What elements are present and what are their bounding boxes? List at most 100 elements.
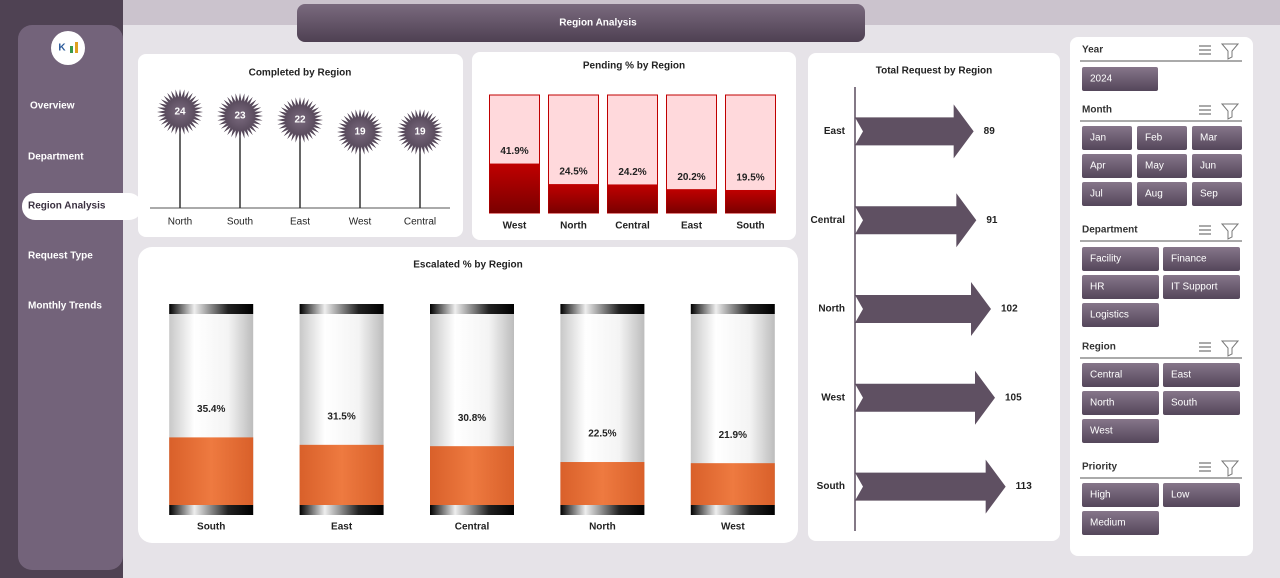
slicer-button-label[interactable]: Mar xyxy=(1200,133,1218,144)
lollipop-head xyxy=(157,89,203,135)
clear-filter-icon[interactable] xyxy=(1220,223,1240,240)
slicer-button[interactable] xyxy=(1082,419,1159,443)
data-label: 91 xyxy=(986,215,998,226)
lollipop-head xyxy=(337,109,383,155)
nav-item[interactable]: Region Analysis xyxy=(28,201,106,212)
slicer-title: Region xyxy=(1082,342,1116,353)
x-tick-label: Central xyxy=(404,217,436,228)
clear-filter-icon[interactable] xyxy=(1220,460,1240,477)
slicer-button[interactable] xyxy=(1163,247,1240,271)
lollipop-head xyxy=(277,97,323,143)
slicer-button-label[interactable]: Low xyxy=(1171,490,1190,501)
slicer-button[interactable] xyxy=(1082,303,1159,327)
x-tick-label: South xyxy=(227,217,253,228)
data-label: 23 xyxy=(234,111,246,122)
slicer-button[interactable] xyxy=(1163,275,1240,299)
logo-bar xyxy=(75,42,78,53)
slicer-button-label[interactable]: Jun xyxy=(1200,161,1216,172)
slicer-button[interactable] xyxy=(1082,247,1159,271)
slicer-button-label[interactable]: Feb xyxy=(1145,133,1163,144)
slicer-button[interactable] xyxy=(1137,182,1187,206)
slicer-button[interactable] xyxy=(1163,363,1240,387)
y-tick-label: Central xyxy=(811,215,846,226)
slicer-button[interactable] xyxy=(1192,126,1242,150)
slicer-button-label[interactable]: IT Support xyxy=(1171,282,1218,293)
bar xyxy=(725,189,776,213)
slicer-button-label[interactable]: May xyxy=(1145,161,1164,172)
slicer-button[interactable] xyxy=(1137,126,1187,150)
slicer-button[interactable] xyxy=(1082,391,1159,415)
clear-filter-icon[interactable] xyxy=(1220,340,1240,357)
slicer-button[interactable] xyxy=(1082,182,1132,206)
slicer-button[interactable] xyxy=(1163,483,1240,507)
logo-mark: K xyxy=(58,43,66,54)
slicer-button[interactable] xyxy=(1163,391,1240,415)
slicer-button[interactable] xyxy=(1082,483,1159,507)
bar xyxy=(548,184,599,213)
x-tick-label: North xyxy=(168,217,192,228)
slicer-button[interactable] xyxy=(1082,363,1159,387)
data-label: 24 xyxy=(174,107,186,118)
nav-item[interactable]: Request Type xyxy=(28,251,93,262)
data-label: 19 xyxy=(414,127,426,138)
slicer-button-label[interactable]: West xyxy=(1090,426,1113,437)
x-tick-label: East xyxy=(290,217,310,228)
slicer-button[interactable] xyxy=(1082,275,1159,299)
slicer-button[interactable] xyxy=(1082,154,1132,178)
data-label: 31.5% xyxy=(327,411,355,422)
slicer-button-label[interactable]: East xyxy=(1171,370,1191,381)
clear-filter-icon[interactable] xyxy=(1220,43,1240,60)
data-label: 21.9% xyxy=(719,430,747,441)
slicer-button-label[interactable]: Logistics xyxy=(1090,310,1129,321)
arrow-bar xyxy=(855,282,991,336)
slicer-button-label[interactable]: Central xyxy=(1090,370,1122,381)
slicer-button-label[interactable]: High xyxy=(1090,490,1111,501)
nav-item[interactable]: Department xyxy=(28,152,84,163)
slicer-button-label[interactable]: Jul xyxy=(1090,189,1103,200)
cylinder-fill xyxy=(430,446,514,505)
cylinder-cap xyxy=(430,505,514,515)
chart-title: Escalated % by Region xyxy=(413,260,522,271)
slicer-button-label[interactable]: Aug xyxy=(1145,189,1163,200)
nav-item[interactable]: Monthly Trends xyxy=(28,301,102,312)
x-tick-label: East xyxy=(681,221,703,232)
data-label: 41.9% xyxy=(500,146,528,157)
cylinder-cap xyxy=(560,304,645,314)
slicer-button-label[interactable]: Sep xyxy=(1200,189,1218,200)
slicer-button-label[interactable]: Apr xyxy=(1090,161,1106,172)
clear-filter-icon[interactable] xyxy=(1220,103,1240,120)
cylinder-cap xyxy=(169,304,254,314)
slicer-button-label[interactable]: Facility xyxy=(1090,254,1121,265)
logo-bar xyxy=(70,46,73,53)
slicer-button-label[interactable]: South xyxy=(1171,398,1197,409)
cylinder-fill xyxy=(560,462,645,505)
cylinder-cap xyxy=(299,304,384,314)
data-label: 22.5% xyxy=(588,429,616,440)
slicer-button[interactable] xyxy=(1192,154,1242,178)
slicer-button[interactable] xyxy=(1082,67,1158,91)
slicer-button-label[interactable]: 2024 xyxy=(1090,74,1113,85)
lollipop-head xyxy=(217,93,263,139)
slicer-button-label[interactable]: Finance xyxy=(1171,254,1207,265)
slicer-button[interactable] xyxy=(1137,154,1187,178)
slicer-button-label[interactable]: Medium xyxy=(1090,518,1126,529)
slicer-button-label[interactable]: HR xyxy=(1090,282,1104,293)
slicer-button[interactable] xyxy=(1082,126,1132,150)
arrow-bar xyxy=(855,193,977,248)
lollipop-head xyxy=(397,109,443,155)
slicer-button-label[interactable]: North xyxy=(1090,398,1114,409)
nav-item[interactable]: Overview xyxy=(30,101,75,112)
slicer-button[interactable] xyxy=(1192,182,1242,206)
cylinder-cap xyxy=(299,505,384,515)
x-tick-label: South xyxy=(197,522,225,533)
data-label: 30.8% xyxy=(458,413,486,424)
slicer-button-label[interactable]: Jan xyxy=(1090,133,1106,144)
slicer-title: Priority xyxy=(1082,462,1117,473)
x-tick-label: South xyxy=(736,221,764,232)
data-label: 113 xyxy=(1016,481,1033,492)
slicer-button[interactable] xyxy=(1082,511,1159,535)
cylinder-cap xyxy=(690,505,775,515)
active-nav-pill xyxy=(22,193,142,220)
